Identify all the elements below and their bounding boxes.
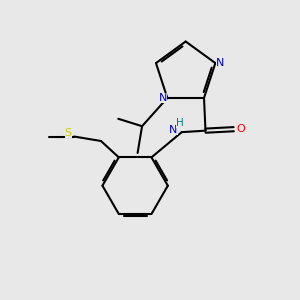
- Text: N: N: [216, 58, 224, 68]
- Text: S: S: [65, 128, 72, 138]
- Text: H: H: [176, 118, 184, 128]
- Text: N: N: [169, 125, 178, 135]
- Text: O: O: [236, 124, 244, 134]
- Text: N: N: [159, 93, 167, 103]
